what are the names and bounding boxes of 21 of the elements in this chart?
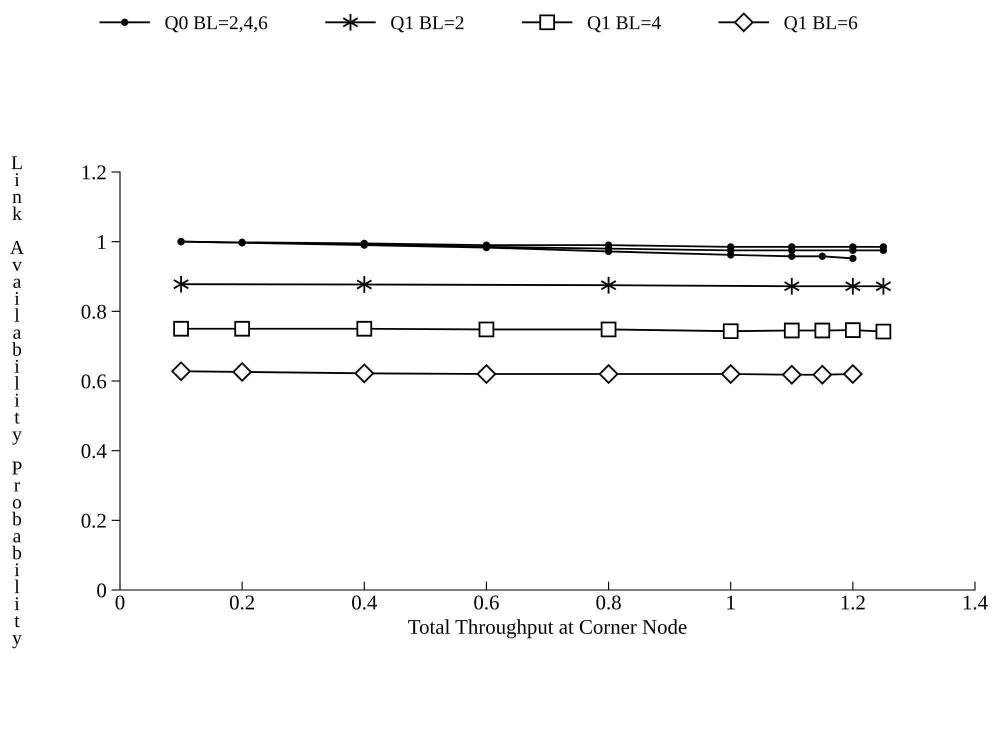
y-tick-label: 1: [98, 235, 106, 249]
x-tick-label: 0.2: [230, 595, 254, 610]
x-tick-label: 0: [116, 595, 124, 610]
x-tick-label: 0.6: [474, 595, 499, 610]
x-tick-label: 1.4: [964, 596, 988, 610]
legend-label: Q1 BL=4: [588, 16, 661, 32]
legend-label: Q0 BL=2,4,6: [165, 16, 268, 32]
y-tick-label: 0.2: [82, 514, 106, 528]
x-tick-label: 0.8: [596, 595, 621, 610]
x-tick-label: 0.4: [352, 595, 377, 610]
y-tick-label: 0.8: [82, 304, 106, 319]
y-tick-label: 0.4: [82, 444, 106, 458]
legend-label: Q1 BL=6: [784, 16, 858, 32]
y-tick-label: 0.6: [82, 374, 106, 389]
x-tick-label: 1: [727, 596, 735, 610]
text: Link Availability Probability: [10, 156, 24, 648]
legend-label: Q1 BL=2: [391, 16, 464, 32]
x-axis-title: Total Throughput at Corner Node: [408, 619, 686, 638]
y-tick-label: 1.2: [82, 165, 106, 180]
y-tick-label: 0: [97, 583, 106, 598]
x-tick-label: 1.2: [842, 596, 865, 610]
